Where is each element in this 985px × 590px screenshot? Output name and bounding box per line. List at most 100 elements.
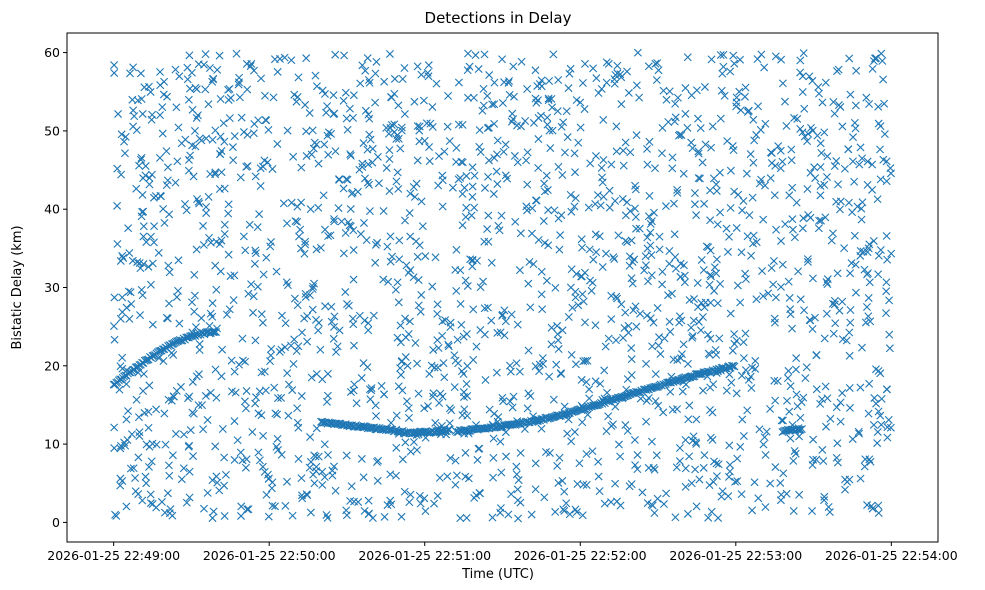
- clutter-point: [578, 418, 587, 427]
- clutter-point: [219, 119, 228, 128]
- clutter-point: [670, 117, 679, 126]
- clutter-point: [331, 486, 340, 495]
- clutter-point: [624, 88, 633, 97]
- clutter-point: [523, 85, 532, 93]
- clutter-point: [693, 278, 702, 287]
- clutter-point: [818, 445, 827, 454]
- clutter-point: [146, 490, 155, 499]
- track-point: [663, 378, 672, 387]
- clutter-point: [882, 231, 891, 240]
- clutter-point: [733, 281, 742, 290]
- clutter-point: [748, 506, 757, 515]
- clutter-point: [604, 334, 613, 343]
- clutter-point: [855, 429, 864, 438]
- clutter-point: [545, 372, 554, 381]
- clutter-point: [683, 509, 692, 518]
- clutter-point: [668, 164, 677, 173]
- clutter-point: [251, 172, 260, 181]
- clutter-point: [497, 468, 506, 477]
- clutter-point: [620, 323, 629, 332]
- clutter-point: [591, 377, 600, 386]
- clutter-point: [490, 100, 499, 109]
- clutter-point: [468, 262, 477, 271]
- clutter-point: [139, 174, 148, 183]
- clutter-point: [342, 451, 351, 460]
- clutter-point: [379, 207, 388, 216]
- clutter-point: [259, 431, 268, 440]
- clutter-point: [838, 335, 847, 344]
- clutter-point: [395, 236, 404, 245]
- clutter-point: [501, 428, 510, 437]
- clutter-point: [524, 279, 533, 288]
- clutter-point: [529, 118, 538, 127]
- clutter-point: [730, 59, 739, 68]
- clutter-point: [540, 179, 549, 188]
- clutter-point: [456, 173, 465, 182]
- clutter-point: [829, 97, 838, 106]
- clutter-point: [498, 99, 507, 107]
- clutter-point: [400, 487, 409, 496]
- clutter-point: [788, 225, 797, 234]
- clutter-point: [371, 401, 380, 410]
- clutter-point: [555, 245, 564, 254]
- clutter-point: [290, 335, 299, 344]
- clutter-point: [349, 275, 358, 284]
- clutter-point: [279, 199, 288, 208]
- clutter-point: [257, 411, 266, 420]
- clutter-point: [394, 101, 403, 110]
- clutter-point: [706, 433, 715, 442]
- clutter-point: [882, 278, 891, 287]
- clutter-point: [314, 159, 323, 168]
- clutter-point: [787, 156, 796, 165]
- clutter-point: [757, 175, 766, 184]
- clutter-point: [142, 238, 151, 247]
- clutter-point: [133, 258, 142, 267]
- clutter-point: [749, 158, 758, 167]
- clutter-point: [208, 77, 217, 86]
- clutter-point: [342, 114, 351, 123]
- clutter-point: [501, 171, 510, 180]
- clutter-point: [726, 166, 735, 175]
- clutter-point: [414, 276, 423, 285]
- clutter-point: [192, 245, 201, 254]
- clutter-point: [704, 349, 713, 358]
- clutter-point: [345, 104, 354, 113]
- clutter-point: [583, 410, 592, 419]
- clutter-point: [260, 156, 269, 165]
- clutter-point: [352, 399, 361, 408]
- clutter-point: [364, 326, 373, 335]
- clutter-point: [339, 184, 348, 193]
- clutter-point: [387, 120, 396, 129]
- clutter-point: [309, 144, 318, 153]
- clutter-point: [710, 286, 719, 295]
- clutter-point: [122, 415, 131, 424]
- clutter-point: [770, 314, 779, 323]
- clutter-point: [774, 142, 783, 151]
- clutter-point: [815, 89, 823, 98]
- clutter-point: [124, 224, 133, 233]
- clutter-point: [451, 265, 460, 274]
- clutter-point: [766, 174, 775, 183]
- clutter-point: [146, 499, 155, 508]
- clutter-point: [134, 413, 143, 422]
- clutter-point: [230, 455, 239, 464]
- clutter-point: [612, 147, 621, 156]
- clutter-point: [110, 61, 119, 70]
- clutter-point: [690, 200, 699, 209]
- clutter-point: [565, 69, 574, 78]
- clutter-point: [790, 233, 799, 242]
- clutter-point: [542, 171, 551, 180]
- clutter-point: [494, 413, 503, 422]
- clutter-point: [320, 140, 329, 149]
- clutter-point: [283, 281, 292, 290]
- clutter-point: [572, 508, 581, 517]
- clutter-point: [440, 147, 449, 156]
- clutter-point: [117, 170, 126, 179]
- clutter-point: [730, 187, 739, 196]
- clutter-point: [312, 369, 321, 378]
- clutter-point: [165, 299, 174, 308]
- clutter-point: [329, 110, 338, 119]
- clutter-point: [750, 136, 759, 145]
- clutter-point: [430, 499, 439, 508]
- clutter-point: [651, 59, 660, 68]
